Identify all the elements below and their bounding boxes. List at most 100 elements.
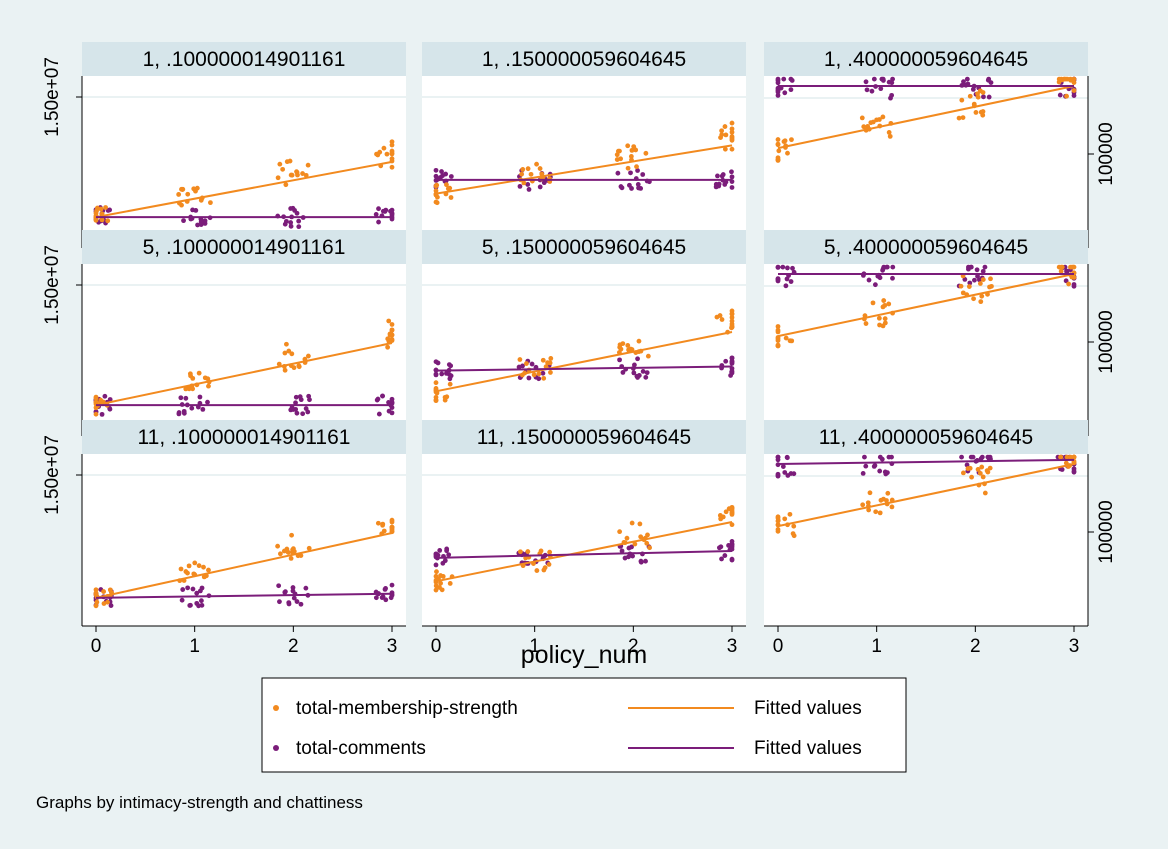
membership-point <box>445 186 451 192</box>
x-tick-label: 0 <box>431 636 442 657</box>
comments-point <box>644 370 650 376</box>
membership-point <box>520 167 526 172</box>
comments-point <box>102 393 108 399</box>
membership-point <box>722 124 728 129</box>
comments-point <box>180 587 186 592</box>
membership-point <box>185 570 190 576</box>
comments-point <box>619 548 625 554</box>
membership-point <box>969 474 975 480</box>
membership-point <box>284 341 289 347</box>
membership-point <box>977 470 983 476</box>
membership-point <box>729 129 735 135</box>
membership-fit-line <box>777 273 1075 338</box>
membership-point <box>729 126 735 132</box>
comments-point <box>296 224 302 230</box>
membership-point <box>433 380 439 386</box>
comments-point <box>638 558 644 564</box>
comments-point <box>306 393 312 399</box>
membership-point <box>185 191 191 197</box>
membership-point <box>103 205 108 210</box>
comments-point <box>716 545 722 551</box>
membership-fit-line <box>435 144 733 195</box>
membership-point <box>303 172 309 178</box>
membership-point <box>977 281 983 286</box>
membership-point <box>285 549 291 555</box>
membership-point <box>966 284 972 289</box>
comments-point <box>968 264 974 270</box>
comments-point <box>722 553 728 558</box>
comments-point <box>389 582 395 588</box>
membership-point <box>617 529 623 535</box>
membership-point <box>880 304 886 310</box>
membership-point <box>389 164 395 170</box>
membership-point <box>886 301 892 307</box>
x-tick-label: 1 <box>529 636 540 657</box>
membership-point <box>525 549 531 554</box>
comments-point <box>373 595 379 601</box>
membership-point <box>865 500 871 506</box>
comments-point <box>294 410 300 416</box>
membership-point <box>187 371 193 377</box>
membership-point <box>787 338 793 344</box>
x-tick-label: 1 <box>189 636 200 657</box>
comments-point <box>715 173 720 179</box>
membership-point <box>975 467 981 472</box>
panel-strip <box>764 230 1088 264</box>
x-tick-label: 0 <box>773 636 784 657</box>
comments-point <box>970 454 976 460</box>
membership-point <box>614 152 620 158</box>
comments-point <box>877 454 883 460</box>
panel-strip <box>764 42 1088 76</box>
membership-point <box>726 506 732 512</box>
comments-point <box>788 76 794 82</box>
comments-point <box>788 279 794 284</box>
membership-point <box>979 293 985 299</box>
comments-point <box>780 464 786 469</box>
membership-point <box>868 120 874 126</box>
membership-point <box>528 171 534 177</box>
panel-strip <box>422 230 746 264</box>
comments-point <box>863 463 869 469</box>
comments-point <box>723 358 729 364</box>
comments-point <box>862 454 867 460</box>
membership-point <box>525 166 531 172</box>
membership-point <box>275 175 281 181</box>
comments-point <box>517 183 523 189</box>
comments-point <box>181 218 186 224</box>
membership-point <box>548 370 553 375</box>
comments-point <box>276 583 282 589</box>
x-tick-label: 2 <box>628 636 639 657</box>
comments-point <box>200 406 206 412</box>
comments-point <box>437 548 443 553</box>
membership-point <box>980 277 986 283</box>
membership-point <box>885 490 891 496</box>
comments-point <box>869 88 875 94</box>
membership-point <box>534 568 540 573</box>
panel-strip <box>82 230 406 264</box>
x-tick-label: 1 <box>871 636 882 657</box>
comments-point <box>293 394 299 400</box>
membership-point <box>876 117 882 122</box>
membership-point <box>277 551 283 557</box>
membership-point <box>638 534 644 540</box>
comments-point <box>433 359 439 365</box>
membership-point <box>531 372 537 378</box>
membership-point <box>190 375 196 381</box>
comments-point <box>389 410 395 416</box>
membership-point <box>628 154 634 159</box>
comments-point <box>283 218 289 224</box>
membership-point <box>618 156 624 162</box>
panel-title: 5, .100000014901161 <box>143 236 346 259</box>
membership-point <box>291 365 297 371</box>
membership-point <box>971 296 976 302</box>
membership-point <box>861 124 867 130</box>
legend-label: Fitted values <box>754 698 862 719</box>
membership-point <box>384 151 390 157</box>
panel-strip <box>422 42 746 76</box>
panel-strip <box>764 420 1088 454</box>
comments-point <box>723 179 729 185</box>
comments-point <box>967 280 973 286</box>
plot-area <box>422 76 746 248</box>
membership-point <box>206 567 211 573</box>
comments-fit-line <box>435 549 733 559</box>
